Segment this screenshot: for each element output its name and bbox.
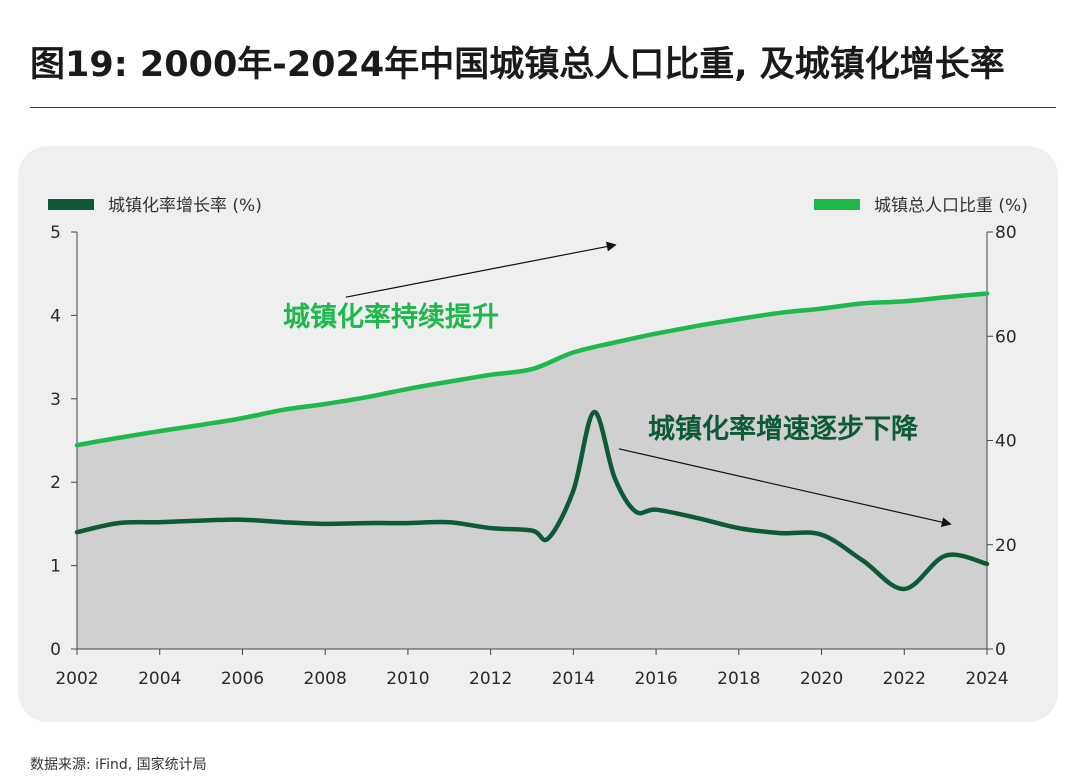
y-left-tick-label: 1 — [50, 557, 61, 577]
annotation-share-rising: 城镇化率持续提升 — [283, 301, 499, 333]
x-tick-label: 2024 — [965, 669, 1008, 689]
legend-swatch-growth — [48, 199, 94, 210]
x-tick-label: 2014 — [552, 669, 595, 689]
y-right-tick-label: 20 — [995, 536, 1017, 556]
x-tick-label: 2008 — [304, 669, 347, 689]
x-tick-label: 2020 — [800, 669, 843, 689]
y-left-tick-label: 4 — [50, 306, 61, 326]
legend-swatch-share — [814, 199, 860, 210]
x-tick-label: 2016 — [634, 669, 677, 689]
x-tick-label: 2004 — [138, 669, 181, 689]
x-tick-label: 2012 — [469, 669, 512, 689]
x-tick-label: 2018 — [717, 669, 760, 689]
annotation-growth-slowing: 城镇化率增速逐步下降 — [648, 413, 919, 445]
series-line-share — [74, 291, 990, 448]
title-divider — [30, 107, 1056, 108]
y-left-tick-label: 2 — [50, 473, 61, 493]
y-right-tick-label: 0 — [995, 640, 1006, 660]
x-tick-label: 2002 — [55, 669, 98, 689]
annotation-arrow-growth — [618, 448, 952, 528]
y-right-tick-label: 40 — [995, 432, 1017, 452]
share-area-fill — [77, 293, 987, 649]
y-right-tick-label: 60 — [995, 327, 1017, 347]
x-tick-label: 2022 — [883, 669, 926, 689]
y-right-tick-label: 80 — [995, 223, 1017, 243]
source-note: 数据来源: iFind, 国家统计局 — [30, 757, 207, 773]
legend-label-share: 城镇总人口比重 (%) — [874, 196, 1028, 216]
annotation-arrow-share — [345, 241, 617, 298]
x-tick-label: 2006 — [221, 669, 264, 689]
y-left-tick-label: 3 — [50, 390, 61, 410]
legend-label-growth: 城镇化率增长率 (%) — [108, 196, 262, 216]
y-left-tick-label: 0 — [50, 640, 61, 660]
series-line-growth — [74, 409, 990, 592]
y-left-tick-label: 5 — [50, 223, 61, 243]
x-tick-label: 2010 — [386, 669, 429, 689]
chart-title: 图19: 2000年-2024年中国城镇总人口比重, 及城镇化增长率 — [30, 45, 1005, 85]
